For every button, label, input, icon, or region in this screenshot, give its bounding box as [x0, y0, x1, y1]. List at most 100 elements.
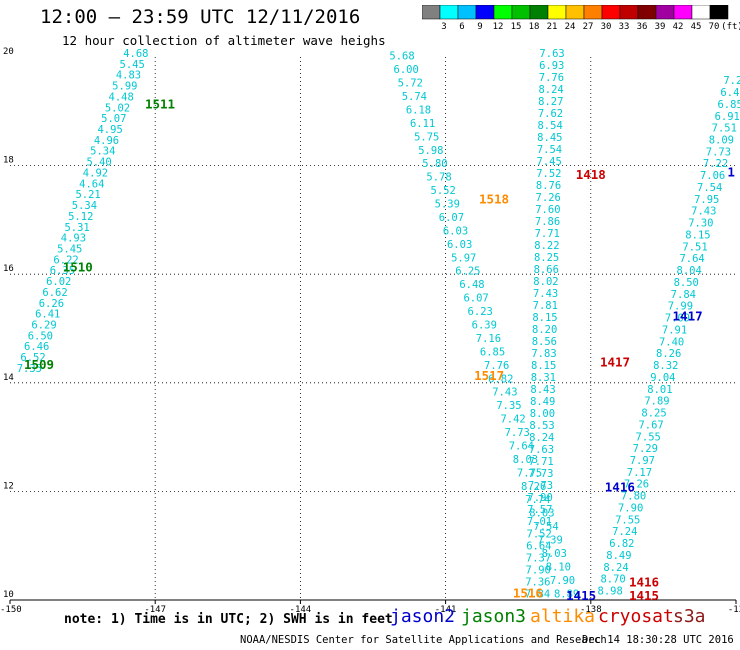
swh-value-label: 4.96 [94, 135, 119, 147]
swh-value-label: 8.03 [513, 454, 538, 466]
swh-value-label: 8.49 [606, 550, 631, 562]
swh-value-label: 7.71 [528, 456, 553, 468]
color-scale-label: 45 [690, 22, 702, 32]
color-scale-label: 6 [459, 22, 465, 32]
swh-value-label: 6.85 [717, 99, 740, 111]
x-tick-label: -13 [728, 605, 740, 615]
swh-value-label: 8.27 [538, 96, 563, 108]
swh-value-label: 7.90 [550, 575, 575, 587]
swh-value-label: 8.03 [542, 548, 567, 560]
pass-number-label: 1516 [513, 585, 543, 600]
swh-value-label: 5.39 [435, 199, 460, 211]
color-scale-label: 33 [618, 22, 630, 32]
swh-value-label: 8.01 [647, 384, 672, 396]
swh-value-label: 8.22 [534, 240, 559, 252]
swh-value-label: 6.26 [39, 298, 64, 310]
swh-value-label: 7.22 [703, 158, 728, 170]
color-scale-swatch [601, 5, 621, 20]
swh-value-label: 5.80 [422, 158, 447, 170]
swh-value-label: 6.02 [46, 276, 71, 288]
color-scale-label: 3 [441, 22, 447, 32]
swh-value-label: 7.42 [500, 414, 525, 426]
swh-value-label: 8.50 [674, 277, 699, 289]
swh-value-label: 5.31 [64, 222, 89, 234]
swh-value-label: 6.03 [443, 225, 468, 237]
y-tick-label: 10 [3, 590, 14, 600]
footer-timestamp: Dec 14 18:30:28 UTC 2016 [582, 634, 734, 646]
swh-value-label: 6.93 [539, 60, 564, 72]
y-tick-label: 20 [3, 47, 14, 57]
swh-value-label: 6.29 [31, 320, 56, 332]
color-scale-label: 30 [600, 22, 612, 32]
swh-value-label: 7.55 [615, 514, 640, 526]
swh-value-label: 8.49 [530, 396, 555, 408]
swh-value-label: 6.35 [50, 265, 75, 277]
swh-value-label: 5.12 [68, 211, 93, 223]
swh-value-label: 5.45 [57, 243, 82, 255]
swh-value-label: 6.52 [20, 352, 45, 364]
swh-value-label: 8.24 [538, 84, 563, 96]
x-tick-label: -147 [144, 605, 166, 615]
swh-value-label: 6.85 [480, 346, 505, 358]
swh-value-label: 5.99 [112, 81, 137, 93]
swh-value-label: 8.66 [534, 264, 559, 276]
swh-value-label: 4.95 [97, 124, 122, 136]
swh-value-label: 8.26 [521, 481, 546, 493]
color-scale-swatch [439, 5, 459, 20]
swh-value-label: 7.75 [517, 467, 542, 479]
color-scale-label: 70 [708, 22, 720, 32]
swh-value-label: 8.09 [709, 135, 734, 147]
swh-value-label: 7.90 [527, 492, 552, 504]
pass-number-label: 1510 [63, 259, 93, 274]
swh-value-label: 6.41 [35, 309, 60, 321]
swh-value-label: 7.73 [528, 468, 553, 480]
swh-value-label: 8.20 [532, 324, 557, 336]
swh-value-label: 7.39 [537, 535, 562, 547]
swh-value-label: 7.71 [535, 228, 560, 240]
chart-subtitle: 12 hour collection of altimeter wave hei… [62, 33, 386, 48]
pass-number-label: 1517 [474, 368, 504, 383]
color-scale-swatch [475, 5, 495, 20]
swh-value-label: 5.02 [105, 102, 130, 114]
color-scale-label: 24 [564, 22, 576, 32]
swh-value-label: 7.83 [531, 348, 556, 360]
swh-value-label: 5.34 [72, 200, 97, 212]
pass-number-label: 1416 [605, 479, 635, 494]
swh-value-label: 8.15 [532, 312, 557, 324]
swh-value-label: 6.25 [455, 266, 480, 278]
swh-value-label: 7.99 [668, 301, 693, 313]
swh-value-label: 6.91 [715, 111, 740, 123]
swh-value-label: 8.10 [546, 561, 571, 573]
color-scale-swatch [637, 5, 657, 20]
swh-value-label: 8.98 [598, 586, 623, 598]
swh-value-label: 5.75 [414, 131, 439, 143]
swh-value-label: 7.45 [537, 156, 562, 168]
y-tick-label: 16 [3, 264, 14, 274]
color-scale-swatch [511, 5, 531, 20]
swh-value-label: 7.43 [533, 288, 558, 300]
swh-value-label: 7.81 [533, 300, 558, 312]
swh-value-label: 6.46 [24, 341, 49, 353]
color-scale-label: 36 [636, 22, 648, 32]
swh-value-label: 7.24 [612, 526, 637, 538]
color-scale-swatch [457, 5, 477, 20]
color-scale-swatch [709, 5, 729, 20]
swh-value-label: 6.18 [406, 104, 431, 116]
swh-value-label: 6.82 [488, 373, 513, 385]
swh-value-label: 6.64 [526, 540, 551, 552]
swh-value-label: 4.48 [109, 91, 134, 103]
x-tick-label: -138 [580, 605, 602, 615]
swh-value-label: 7.30 [688, 218, 713, 230]
x-tick-label: -141 [435, 605, 457, 615]
swh-value-label: 9.04 [650, 372, 675, 384]
swh-value-label: 5.78 [426, 172, 451, 184]
legend-s3a: s3a [673, 606, 706, 627]
swh-value-label: 5.98 [418, 145, 443, 157]
swh-value-label: 7.73 [528, 480, 553, 492]
swh-value-label: 6.48 [459, 279, 484, 291]
swh-value-label: 7.63 [539, 48, 564, 60]
swh-value-label: 7.54 [533, 521, 558, 533]
swh-value-label: 7.35 [496, 400, 521, 412]
swh-value-label: 7.76 [539, 72, 564, 84]
swh-value-label: 7.52 [536, 168, 561, 180]
